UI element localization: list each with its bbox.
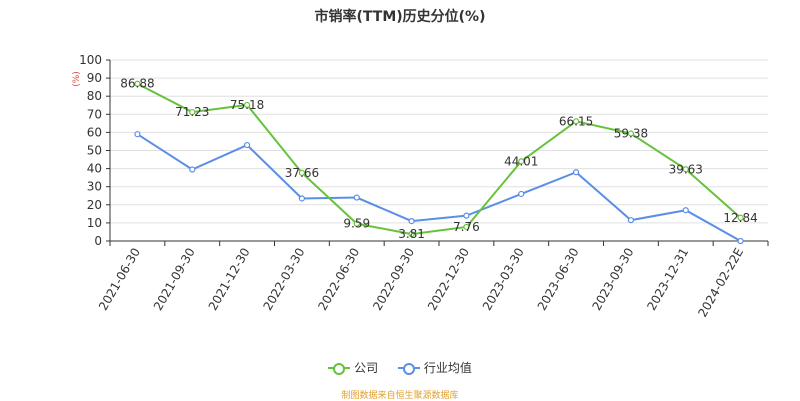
series-point-1	[518, 190, 525, 198]
x-tick-label: 2023-03-30	[480, 246, 527, 313]
source-note: 制图数据来自恒生聚源数据库	[341, 391, 459, 401]
chart-title: 市销率(TTM)历史分位(%)	[314, 9, 486, 25]
x-tick-label: 2023-09-30	[590, 246, 637, 313]
series-point-0	[353, 220, 360, 227]
x-tick-label: 2021-06-30	[96, 246, 143, 313]
series-point-0	[518, 158, 525, 165]
x-tick-label: 2022-03-30	[261, 246, 308, 313]
data-label: 86.88	[120, 77, 154, 91]
axes	[106, 59, 769, 246]
series-point-0	[134, 80, 141, 87]
x-tick-label: 2022-09-30	[370, 246, 417, 313]
series-point-0	[243, 101, 251, 109]
data-label: 75.18	[230, 98, 264, 112]
series-point-1	[737, 237, 744, 245]
series-line-1	[136, 133, 742, 242]
data-label: 71.23	[175, 105, 209, 119]
grid-lines	[110, 59, 768, 224]
x-tick-label: 2024-02-22E	[695, 246, 746, 320]
legend-item-company[interactable]: 公司	[328, 359, 378, 376]
series-point-0	[463, 223, 470, 231]
y-tick-label: 90	[87, 71, 102, 85]
legend-swatch-company	[328, 362, 351, 375]
y-tick-label: 50	[87, 144, 102, 158]
series-point-0	[682, 166, 689, 173]
data-label: 59.38	[614, 127, 648, 141]
data-label: 12.84	[723, 211, 757, 225]
data-label: 39.63	[669, 162, 703, 176]
y-tick-label: 10	[87, 216, 102, 230]
series-point-1	[463, 212, 470, 219]
series-point-0	[189, 108, 196, 116]
x-tick-label: 2023-12-31	[644, 246, 691, 313]
data-label: 3.81	[398, 227, 425, 241]
x-tick-label: 2023-06-30	[535, 246, 582, 313]
data-label: 66.15	[559, 114, 593, 128]
series-point-1	[134, 131, 141, 138]
y-tick-label: 20	[87, 198, 102, 212]
data-labels: 86.88 71.23 75.18 37.66 9.59 3.81 7.76 44.01 66.…	[120, 77, 758, 241]
y-tick-label: 30	[87, 180, 102, 194]
series-point-1	[627, 217, 635, 224]
series-point-1	[572, 169, 580, 176]
x-tick-labels: 2021-06-30 2021-09-30 2021-12-30 2022-03-30…	[96, 245, 746, 319]
series-line-0	[136, 82, 742, 236]
y-tick-label: 40	[87, 162, 102, 176]
data-label: 44.01	[504, 154, 538, 168]
series-point-1	[682, 207, 689, 214]
legend-swatch-industry-avg	[397, 362, 420, 375]
series-point-1	[298, 195, 306, 202]
series-layer	[134, 80, 744, 245]
series-point-1	[243, 141, 251, 149]
data-label: 9.59	[343, 217, 370, 231]
series-point-0	[737, 214, 744, 221]
series-point-1	[353, 194, 360, 201]
x-tick-label: 2022-12-30	[425, 245, 472, 312]
legend: 公司 行业均值	[0, 359, 800, 376]
legend-label-industry-avg: 行业均值	[423, 361, 472, 375]
data-label: 7.76	[453, 220, 480, 234]
y-tick-label: 60	[87, 125, 102, 139]
legend-item-industry-avg[interactable]: 行业均值	[397, 359, 472, 376]
legend-label-company: 公司	[354, 361, 379, 375]
x-tick-label: 2021-12-30	[206, 245, 253, 312]
data-label: 37.66	[285, 166, 319, 180]
y-tick-labels: 0 10 20 30 40 50 60 70 80 90 100	[79, 53, 102, 248]
series-point-1	[408, 217, 415, 225]
series-point-1	[189, 166, 196, 173]
y-tick-label: 100	[79, 53, 102, 67]
y-tick-label: 80	[87, 89, 102, 103]
y-tick-label: 70	[87, 107, 102, 121]
x-tick-label: 2021-09-30	[151, 246, 198, 313]
y-tick-label: 0	[94, 234, 102, 248]
series-point-0	[298, 169, 306, 176]
series-point-0	[627, 130, 635, 137]
series-point-0	[572, 118, 580, 125]
y-axis-label: (%)	[72, 71, 82, 87]
series-point-0	[408, 231, 415, 238]
x-tick-label: 2022-06-30	[315, 246, 362, 313]
